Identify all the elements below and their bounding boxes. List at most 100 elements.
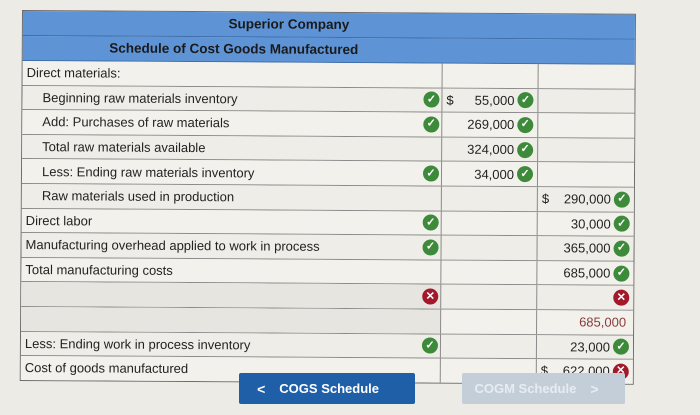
right-amount-input[interactable] — [538, 138, 634, 162]
mid-amount-input[interactable] — [441, 235, 538, 260]
mid-amount-value: 269,000 — [467, 117, 515, 133]
row-label-text: Beginning raw materials inventory — [42, 90, 238, 107]
next-button-label: COGM Schedule — [474, 381, 577, 396]
row-label-select[interactable]: Raw materials used in production — [21, 183, 442, 211]
table-row: Beginning raw materials inventory ✓ $55,00… — [22, 85, 635, 114]
table-row: Less: Ending raw materials inventory ✓ 34,… — [21, 159, 635, 188]
right-amount-input[interactable]: 23,000 ✓ — [537, 335, 633, 359]
table-row: Direct materials: — [22, 61, 635, 90]
check-icon: ✓ — [422, 165, 440, 182]
table-row: Total manufacturing costs 685,000 ✓ — [21, 257, 634, 287]
mid-amount-value: 324,000 — [467, 141, 515, 158]
row-label-select[interactable]: Total raw materials available — [22, 134, 443, 161]
cogs-schedule-prev-button[interactable]: < COGS Schedule — [239, 373, 415, 404]
right-amount-input[interactable]: 365,000 ✓ — [537, 236, 633, 260]
row-label-select[interactable]: Less: Ending work in process inventory ✓ — [20, 331, 442, 358]
row-label-select[interactable]: Beginning raw materials inventory ✓ — [22, 85, 443, 112]
right-amount-value: 685,000 — [563, 265, 611, 281]
row-label-select[interactable]: Add: Purchases of raw materials ✓ — [22, 110, 443, 137]
right-amount-input[interactable]: 685,000 ✓ — [537, 261, 633, 285]
check-icon: ✓ — [422, 214, 439, 231]
check-icon: ✓ — [517, 117, 534, 134]
mid-amount-input[interactable] — [441, 260, 538, 285]
check-icon: ✓ — [612, 338, 630, 356]
right-amount-input[interactable] — [538, 163, 634, 187]
check-icon: ✓ — [613, 240, 630, 257]
prev-button-label: COGS Schedule — [279, 381, 379, 396]
check-icon: ✓ — [516, 166, 534, 183]
row-label-select[interactable] — [21, 306, 442, 334]
row-label-select[interactable]: ✕ — [21, 282, 442, 309]
mid-amount-input[interactable]: 324,000 ✓ — [442, 137, 539, 162]
right-amount-input[interactable] — [538, 89, 634, 113]
row-label-text: Raw materials used in production — [41, 188, 235, 205]
table-row: Add: Purchases of raw materials ✓ 269,000 ✓ — [22, 110, 635, 139]
table-row: Raw materials used in production $290,000… — [21, 183, 634, 213]
row-label-text: Total manufacturing costs — [25, 262, 173, 278]
mid-amount-input[interactable] — [440, 334, 538, 359]
row-label-text: Total raw materials available — [42, 139, 206, 156]
navigation-bar: < COGS Schedule COGM Schedule > — [0, 373, 700, 405]
row-label-select[interactable]: Direct materials: — [22, 61, 443, 88]
dollar-sign: $ — [446, 92, 454, 108]
mid-amount-value: 55,000 — [474, 92, 515, 108]
right-amount-input[interactable] — [538, 113, 634, 137]
right-amount-input[interactable]: ✕ — [537, 285, 633, 309]
mid-amount-value: 34,000 — [474, 166, 515, 182]
right-amount-value: 23,000 — [570, 339, 610, 355]
right-amount-input[interactable]: $290,000 ✓ — [538, 187, 634, 211]
row-label-select[interactable]: Less: Ending raw materials inventory ✓ — [21, 159, 443, 186]
row-label-text — [25, 294, 422, 296]
chevron-left-icon: < — [257, 380, 266, 397]
table-row: Total raw materials available 324,000 ✓ — [22, 134, 635, 164]
cogm-schedule-next-button[interactable]: COGM Schedule > — [462, 373, 625, 404]
row-label-text — [25, 319, 440, 322]
right-amount-value: 365,000 — [563, 240, 611, 257]
cogm-schedule-table: Superior Company Schedule of Cost Goods … — [19, 10, 636, 385]
check-icon: ✓ — [613, 191, 630, 208]
check-icon: ✓ — [613, 215, 630, 233]
mid-amount-input[interactable] — [441, 211, 538, 236]
row-label-text: Direct materials: — [26, 65, 121, 81]
mid-amount-input[interactable] — [442, 63, 539, 88]
right-amount-input[interactable]: 30,000 ✓ — [538, 212, 634, 236]
right-amount-value: 685,000 — [579, 314, 627, 330]
mid-amount-input[interactable]: 269,000 ✓ — [442, 112, 539, 137]
check-icon: ✓ — [421, 337, 439, 354]
company-name-header: Superior Company — [22, 11, 635, 40]
row-label-select[interactable]: Manufacturing overhead applied to work i… — [21, 233, 442, 260]
check-icon: ✓ — [423, 116, 440, 133]
schedule-rows: Direct materials: Beginning raw materials… — [20, 61, 635, 384]
check-icon: ✓ — [423, 91, 440, 108]
row-label-text: Less: Ending work in process inventory — [24, 335, 251, 353]
check-icon: ✓ — [517, 92, 534, 109]
right-amount-input[interactable]: 685,000 — [537, 310, 633, 334]
mid-amount-input[interactable] — [441, 309, 538, 334]
schedule-title-header: Schedule of Cost Goods Manufactured — [22, 36, 635, 65]
mid-amount-input[interactable] — [441, 284, 538, 310]
row-label-text: Less: Ending raw materials inventory — [41, 163, 255, 181]
row-label-text: Manufacturing overhead applied to work i… — [25, 237, 320, 255]
row-label-text: Direct labor — [25, 212, 93, 229]
right-amount-value: 30,000 — [570, 216, 611, 232]
mid-amount-input[interactable]: $55,000 ✓ — [442, 88, 539, 113]
mid-amount-input[interactable]: 34,000 ✓ — [441, 161, 539, 187]
error-x-icon: ✕ — [422, 288, 439, 305]
dollar-sign: $ — [541, 191, 550, 207]
table-row: Manufacturing overhead applied to work i… — [21, 233, 634, 262]
right-amount-value: 290,000 — [563, 191, 611, 207]
error-x-icon: ✕ — [613, 289, 630, 306]
table-row: ✕ ✕ — [21, 282, 634, 311]
table-row: Less: Ending work in process inventory ✓ 2… — [20, 331, 634, 360]
row-label-text: Add: Purchases of raw materials — [42, 114, 230, 131]
row-label-select[interactable]: Direct labor ✓ — [21, 208, 442, 235]
check-icon: ✓ — [422, 239, 439, 256]
mid-amount-input[interactable] — [441, 186, 538, 211]
right-amount-input[interactable] — [539, 64, 635, 88]
table-row: 685,000 — [21, 306, 634, 336]
chevron-right-icon: > — [590, 380, 599, 397]
check-icon: ✓ — [613, 265, 630, 282]
check-icon: ✓ — [517, 141, 534, 158]
row-label-select[interactable]: Total manufacturing costs — [21, 257, 442, 284]
table-row: Direct labor ✓ 30,000 ✓ — [21, 208, 634, 237]
